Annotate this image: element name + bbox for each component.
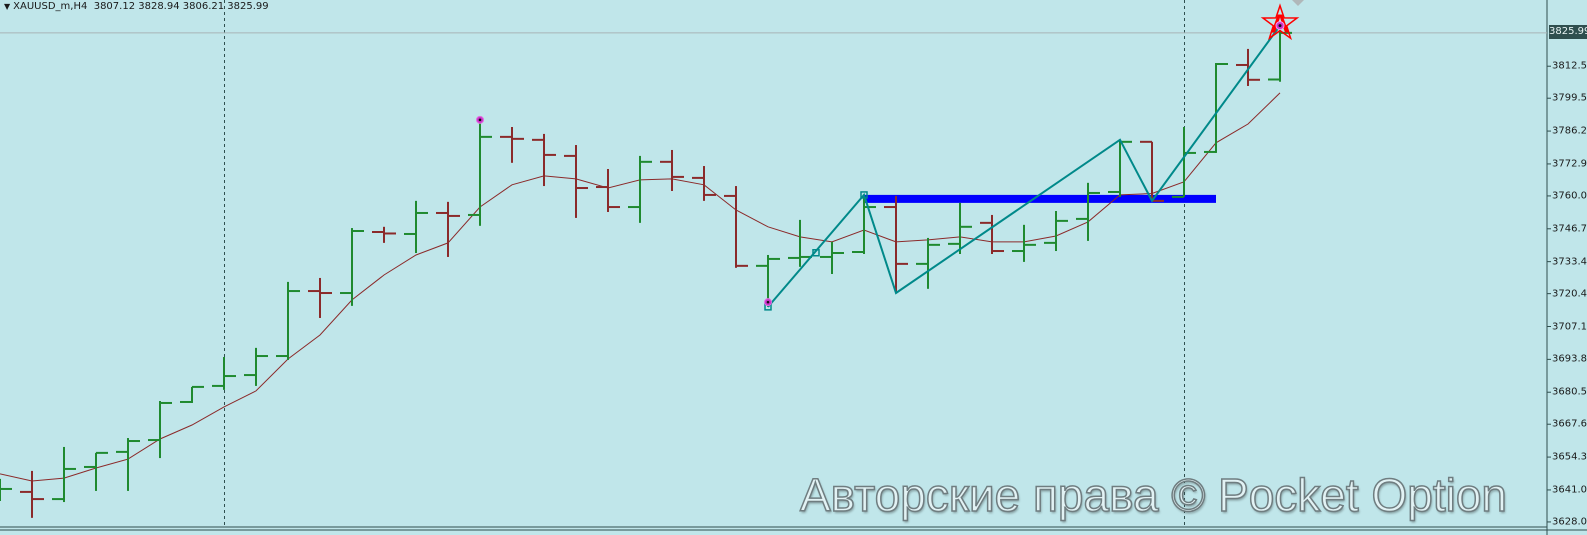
y-tick-label: 3799.55: [1552, 92, 1587, 104]
signal-dot-center: [1278, 24, 1282, 28]
ohlc-bar: [212, 357, 236, 390]
support-level-line: [864, 194, 1216, 203]
ohlc-bar: [372, 226, 396, 243]
ohlc-bar: [628, 155, 652, 223]
ohlc-bar: [1108, 139, 1132, 197]
ohlc-readout: 3807.12 3828.94 3806.21 3825.99: [93, 1, 269, 12]
y-tick-label: 3641.00: [1552, 484, 1587, 496]
y-tick-label: 3720.45: [1552, 288, 1587, 300]
y-tick-label: 3760.00: [1552, 190, 1587, 202]
ohlc-bar: [980, 214, 1004, 254]
ohlc-bar: [244, 347, 268, 386]
ohlc-bar: [340, 228, 364, 306]
ohlc-bar: [1236, 48, 1260, 86]
y-tick-label: 3707.15: [1552, 321, 1587, 332]
ohlc-bar: [308, 277, 332, 318]
zigzag-square-marker: [860, 191, 868, 199]
y-tick-label: 3680.55: [1552, 386, 1587, 398]
ohlc-bar: [1204, 62, 1228, 153]
y-tick-label: 3628.05: [1552, 516, 1587, 528]
ohlc-bar: [1140, 140, 1164, 202]
ohlc-bar: [916, 237, 940, 289]
ohlc-bar: [1044, 210, 1068, 252]
y-tick-label: 3667.60: [1552, 418, 1587, 430]
ohlc-bar: [180, 385, 204, 403]
ohlc-bar: [660, 149, 684, 191]
ohlc-bar: [0, 478, 12, 502]
ohlc-bar: [148, 400, 172, 459]
y-tick-label: 3772.95: [1552, 158, 1587, 170]
ohlc-bar: [404, 200, 428, 253]
ohlc-bar: [564, 145, 588, 218]
symbol-timeframe: XAUUSD_m,H4: [13, 1, 88, 12]
ohlc-bar: [596, 168, 620, 212]
ohlc-bar: [52, 446, 76, 503]
y-tick-label: 3812.50: [1552, 60, 1587, 72]
zigzag-square-marker: [812, 249, 820, 257]
ohlc-bar: [84, 451, 108, 491]
ohlc-bar: [532, 133, 556, 187]
pivot-dot-center: [478, 118, 482, 122]
ohlc-bar: [884, 195, 908, 294]
y-tick-label: 3786.25: [1552, 125, 1587, 137]
ohlc-bar: [20, 470, 44, 518]
ohlc-bar: [436, 201, 460, 257]
ohlc-bar: [692, 166, 716, 201]
chart-header: ▼ XAUUSD_m,H4 3807.12 3828.94 3806.21 382…: [4, 1, 269, 12]
ohlc-bar: [948, 202, 972, 254]
y-tick-label: 3654.30: [1552, 451, 1587, 463]
ohlc-bar: [276, 281, 300, 360]
chart-shift-diamond-icon: [1292, 0, 1304, 6]
ohlc-bar: [500, 126, 524, 163]
ohlc-bar: [468, 119, 492, 226]
ohlc-bar: [820, 241, 844, 275]
ohlc-bar: [1076, 182, 1100, 241]
current-price-label: 3825.99: [1549, 25, 1587, 39]
y-tick-label: 3746.70: [1552, 223, 1587, 235]
ohlc-bar: [1172, 126, 1196, 198]
star-marker-icon: [1260, 3, 1300, 41]
ohlc-bar: [116, 438, 140, 491]
y-tick-label: 3733.40: [1552, 256, 1587, 268]
collapse-triangle-icon[interactable]: ▼: [4, 2, 11, 11]
pivot-dot-center: [766, 300, 770, 304]
zigzag-line: [767, 25, 1281, 308]
watermark: Авторские права © Pocket Option: [799, 468, 1507, 522]
ohlc-bar: [852, 194, 876, 254]
ohlc-bar: [724, 186, 748, 268]
moving-average-line: [0, 92, 1281, 482]
y-tick-label: 3693.85: [1552, 353, 1587, 365]
ohlc-bar: [1012, 224, 1036, 262]
